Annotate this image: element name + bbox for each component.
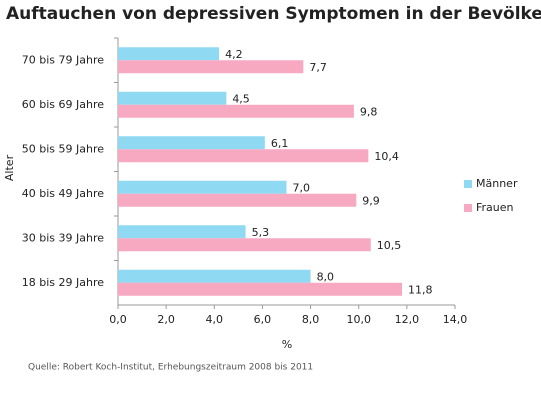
chart-title: Auftauchen von depressiven Symptomen in … bbox=[6, 4, 541, 24]
value-label: 10,4 bbox=[374, 150, 399, 163]
value-label: 4,5 bbox=[232, 92, 250, 105]
bar bbox=[118, 282, 403, 296]
y-tick-label: 18 bis 29 Jahre bbox=[22, 276, 104, 289]
value-label: 11,8 bbox=[408, 283, 433, 296]
bar bbox=[118, 225, 246, 239]
value-label: 7,0 bbox=[293, 181, 311, 194]
value-label: 9,9 bbox=[362, 194, 380, 207]
value-label: 8,0 bbox=[317, 270, 335, 283]
bar bbox=[118, 180, 287, 194]
x-axis-label: % bbox=[282, 338, 292, 351]
bar bbox=[118, 47, 220, 61]
value-label: 10,5 bbox=[377, 239, 402, 252]
x-tick-label: 10,0 bbox=[346, 313, 371, 326]
value-label: 7,7 bbox=[309, 61, 327, 74]
value-label: 9,8 bbox=[360, 105, 378, 118]
x-tick-label: 6,0 bbox=[254, 313, 272, 326]
y-tick-label: 70 bis 79 Jahre bbox=[22, 53, 104, 66]
y-tick-label: 50 bis 59 Jahre bbox=[22, 142, 104, 155]
bar bbox=[118, 60, 304, 74]
x-tick-label: 14,0 bbox=[443, 313, 468, 326]
value-label: 4,2 bbox=[225, 48, 243, 61]
x-tick-label: 2,0 bbox=[157, 313, 175, 326]
bar bbox=[118, 136, 265, 150]
legend-swatch bbox=[464, 204, 472, 212]
y-tick-label: 60 bis 69 Jahre bbox=[22, 98, 104, 111]
x-tick-label: 8,0 bbox=[302, 313, 320, 326]
y-tick-label: 30 bis 39 Jahre bbox=[22, 231, 104, 244]
legend-label: Männer bbox=[476, 177, 518, 190]
source: Quelle: Robert Koch-Institut, Erhebungsz… bbox=[28, 363, 313, 373]
y-axis-label: Alter bbox=[3, 154, 16, 181]
bar bbox=[118, 238, 371, 252]
bar bbox=[118, 91, 227, 105]
bar bbox=[118, 149, 369, 163]
x-tick-label: 4,0 bbox=[206, 313, 224, 326]
legend-label: Frauen bbox=[476, 201, 514, 214]
bar bbox=[118, 104, 354, 118]
x-tick-label: 0,0 bbox=[109, 313, 127, 326]
bar bbox=[118, 269, 311, 283]
value-label: 6,1 bbox=[271, 137, 289, 150]
x-tick-label: 12,0 bbox=[395, 313, 420, 326]
y-tick-label: 40 bis 49 Jahre bbox=[22, 187, 104, 200]
legend-swatch bbox=[464, 180, 472, 188]
bar bbox=[118, 193, 357, 207]
value-label: 5,3 bbox=[252, 226, 269, 239]
